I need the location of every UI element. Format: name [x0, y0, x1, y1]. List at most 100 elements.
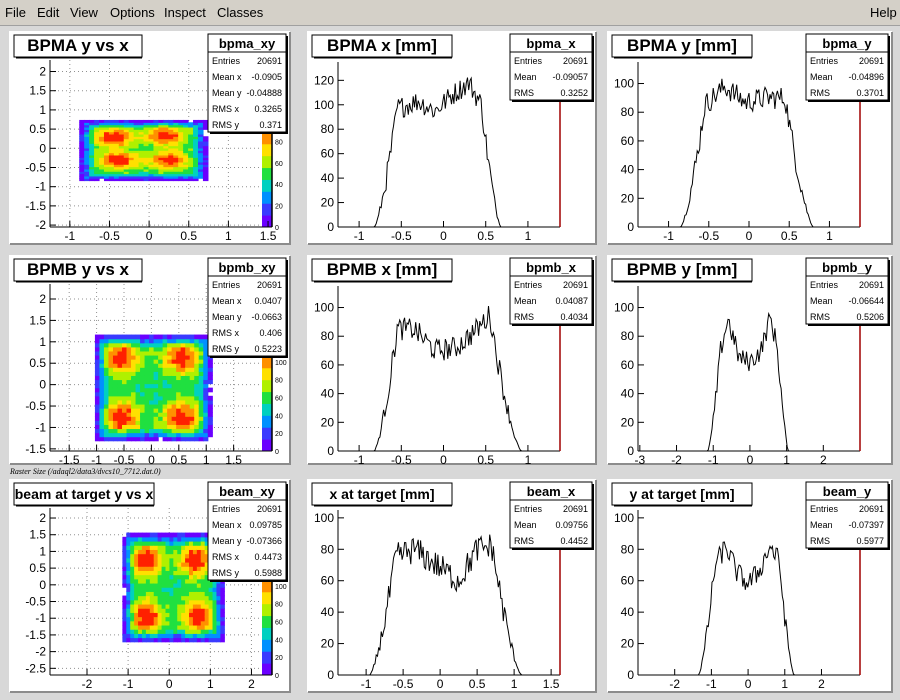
heat-cell — [126, 578, 131, 584]
heat-cell — [202, 138, 209, 142]
y-tick-label-4: 80 — [621, 329, 635, 343]
palette-band-6 — [262, 591, 272, 605]
heat-cell — [176, 350, 182, 356]
heat-cell — [180, 420, 186, 425]
x-tick-label-4: 2 — [248, 677, 255, 691]
heat-cell — [162, 436, 168, 442]
menu-help[interactable]: Help — [870, 5, 897, 20]
heat-cell — [103, 145, 110, 149]
heat-cell — [169, 591, 174, 597]
pad-bpmb_xy: 020406080100120-1.5-1-0.500.511.5-1.5-1-… — [9, 255, 291, 467]
heat-cell — [177, 624, 182, 630]
stats-value-3: 0.4473 — [254, 552, 282, 562]
heat-cell — [126, 536, 131, 542]
heat-cell — [171, 346, 177, 352]
heat-cell — [197, 154, 204, 158]
heat-cell — [200, 612, 206, 618]
heat-cell — [173, 154, 179, 158]
heat-cell — [198, 424, 204, 430]
y-tick-label-2: 40 — [321, 605, 335, 619]
heat-cell — [208, 616, 214, 622]
heat-cell — [128, 159, 135, 163]
heat-cell — [122, 436, 128, 442]
heat-cell — [181, 574, 186, 580]
heat-cell — [158, 129, 164, 133]
heat-cell — [108, 408, 114, 413]
heat-cell — [181, 608, 186, 613]
heat-cell — [169, 536, 174, 542]
pad-border-light — [607, 255, 892, 464]
heat-cell — [126, 570, 131, 576]
heat-cell — [161, 624, 167, 630]
heat-cell — [79, 143, 85, 147]
heat-cell — [134, 620, 139, 626]
heat-cell — [84, 154, 90, 158]
heat-cell — [79, 178, 85, 182]
heat-cell — [169, 599, 174, 605]
heat-cell — [117, 412, 123, 417]
menu-inspect[interactable]: Inspect — [164, 5, 206, 20]
heat-cell — [134, 549, 139, 555]
heat-cell — [126, 595, 131, 601]
heat-cell — [118, 166, 125, 170]
heat-cell — [183, 143, 189, 147]
heat-cell — [122, 553, 127, 559]
heat-cell — [141, 624, 147, 630]
heat-cell — [169, 624, 174, 630]
heat-cell — [171, 412, 177, 417]
heat-cell — [134, 540, 139, 546]
heat-cell — [138, 131, 145, 135]
heat-cell — [126, 599, 131, 605]
heat-cell — [193, 143, 199, 147]
heat-cell — [99, 383, 105, 389]
stats-label-0: Entries — [810, 504, 839, 514]
x-tick-label-4: 1 — [525, 453, 532, 467]
heat-cell — [161, 561, 167, 567]
x-tick-label-3: 0 — [148, 453, 155, 467]
heat-cell — [141, 532, 147, 538]
heat-cell — [108, 161, 115, 165]
heat-cell — [135, 359, 141, 364]
heat-cell — [145, 616, 151, 622]
heat-cell — [180, 395, 186, 401]
heat-cell — [165, 637, 171, 643]
stats-label-0: Entries — [212, 280, 241, 290]
heat-cell — [128, 124, 135, 128]
heat-cell — [153, 566, 159, 571]
heat-cell — [169, 582, 174, 588]
heat-cell — [202, 173, 209, 177]
heat-cell — [173, 164, 179, 168]
heat-cell — [162, 375, 168, 381]
heat-cell — [108, 178, 115, 182]
heat-cell — [117, 346, 123, 352]
heat-cell — [192, 620, 198, 626]
menu-options[interactable]: Options — [110, 5, 155, 20]
heat-cell — [148, 126, 155, 130]
heat-cell — [103, 122, 110, 126]
menu-classes[interactable]: Classes — [217, 5, 264, 20]
heat-cell — [176, 436, 182, 442]
heat-cell — [94, 166, 100, 170]
menu-file[interactable]: File — [5, 5, 26, 20]
heat-cell — [163, 159, 169, 163]
palette-band-6 — [262, 367, 272, 381]
heat-cell — [123, 119, 130, 123]
heat-cell — [189, 540, 194, 546]
heat-cell — [162, 391, 168, 397]
heat-cell — [188, 138, 194, 142]
heat-cell — [122, 403, 128, 409]
heat-cell — [203, 432, 209, 438]
heat-cell — [158, 420, 164, 425]
heat-cell — [113, 145, 120, 149]
heat-cell — [197, 173, 204, 177]
heat-cell — [149, 540, 155, 546]
palette-tick-4: 80 — [275, 378, 283, 385]
heat-cell — [153, 637, 159, 643]
menu-view[interactable]: View — [70, 5, 98, 20]
heat-cell — [153, 536, 159, 542]
heat-cell — [158, 124, 164, 128]
heat-cell — [138, 129, 145, 133]
heat-cell — [135, 387, 141, 393]
menu-edit[interactable]: Edit — [37, 5, 60, 20]
y-tick-label-0: -1.5 — [25, 442, 46, 456]
